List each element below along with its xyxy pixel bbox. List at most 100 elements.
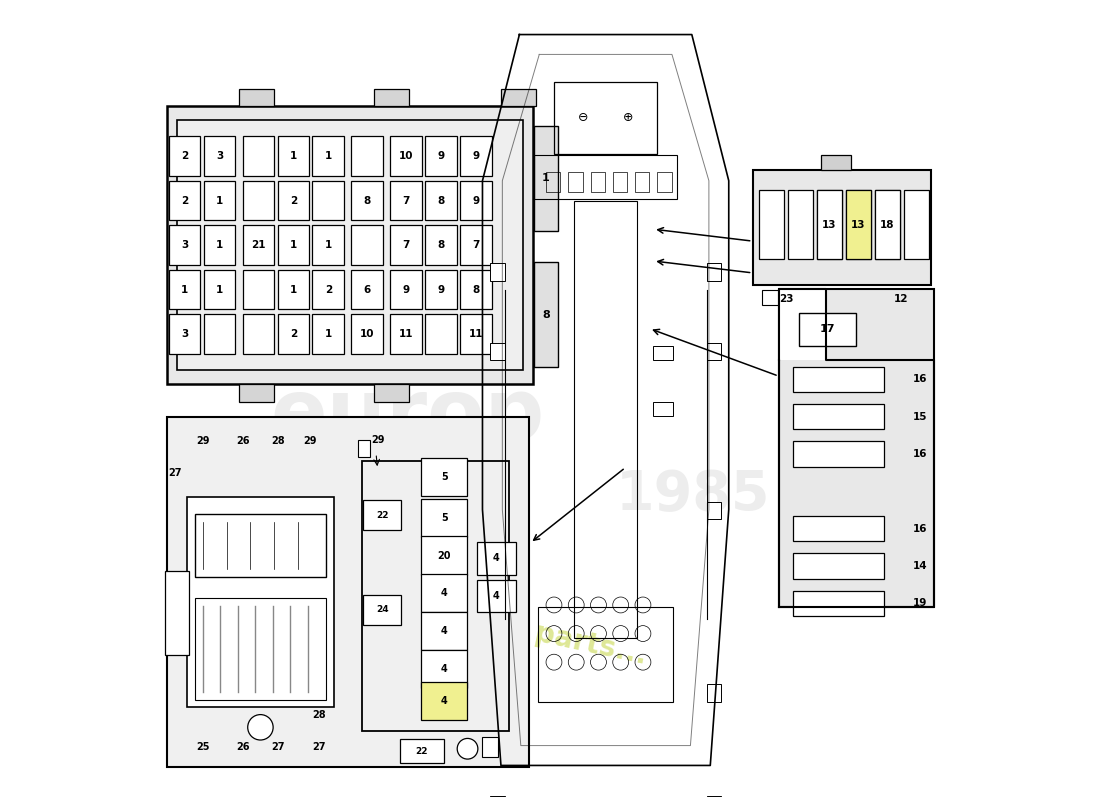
Text: 8: 8 <box>364 195 371 206</box>
Bar <box>635 172 649 192</box>
Bar <box>491 263 505 281</box>
Text: 1: 1 <box>324 151 332 161</box>
Text: 4: 4 <box>441 626 448 636</box>
Bar <box>706 342 721 360</box>
Bar <box>312 226 344 265</box>
Bar <box>706 685 721 702</box>
Text: 28: 28 <box>312 710 326 720</box>
Bar <box>243 136 274 176</box>
Text: 3: 3 <box>216 151 223 161</box>
Text: 10: 10 <box>360 329 374 339</box>
Bar <box>390 136 422 176</box>
Bar <box>779 289 826 360</box>
Bar <box>204 226 235 265</box>
Bar <box>426 136 458 176</box>
Bar <box>658 172 671 192</box>
Bar <box>362 461 508 731</box>
Text: 1: 1 <box>289 151 297 161</box>
Bar <box>168 181 200 221</box>
Text: 7: 7 <box>403 195 410 206</box>
Bar <box>277 270 309 310</box>
Bar <box>706 263 721 281</box>
Bar <box>846 190 871 259</box>
Text: 20: 20 <box>438 550 451 561</box>
Bar <box>177 120 522 370</box>
Text: 1: 1 <box>180 285 188 294</box>
Bar <box>312 136 344 176</box>
Text: 1: 1 <box>216 285 223 294</box>
Text: 1: 1 <box>289 285 297 294</box>
Text: 2: 2 <box>289 195 297 206</box>
Bar <box>846 190 871 259</box>
Bar <box>204 314 235 354</box>
Text: 3: 3 <box>180 240 188 250</box>
Bar <box>168 314 200 354</box>
Text: 1: 1 <box>324 329 332 339</box>
Text: 1: 1 <box>324 240 332 250</box>
Bar <box>426 181 458 221</box>
Bar <box>243 181 274 221</box>
Bar <box>535 126 558 231</box>
Text: 8: 8 <box>438 240 444 250</box>
Text: 5: 5 <box>441 472 448 482</box>
Bar <box>538 606 673 702</box>
Text: 4: 4 <box>441 697 448 706</box>
Bar <box>460 226 492 265</box>
Text: 3: 3 <box>180 329 188 339</box>
Bar <box>277 226 309 265</box>
Text: 4: 4 <box>493 591 499 602</box>
Text: 27: 27 <box>168 468 182 478</box>
Bar <box>168 226 200 265</box>
Bar <box>574 202 637 638</box>
Text: 27: 27 <box>272 742 285 752</box>
Text: 12: 12 <box>894 294 909 304</box>
Bar <box>351 270 383 310</box>
Bar <box>762 290 808 305</box>
Bar <box>167 418 529 767</box>
Bar <box>421 650 468 688</box>
Bar <box>351 226 383 265</box>
Text: ⊖: ⊖ <box>579 111 588 125</box>
Bar <box>817 190 842 259</box>
Bar <box>500 89 537 106</box>
Bar <box>491 502 505 519</box>
Text: 1: 1 <box>289 240 297 250</box>
Bar <box>243 270 274 310</box>
Text: 1: 1 <box>216 240 223 250</box>
Bar <box>204 136 235 176</box>
Text: 7: 7 <box>403 240 410 250</box>
Bar <box>554 82 658 154</box>
Bar <box>426 270 458 310</box>
Bar <box>591 172 605 192</box>
Bar <box>390 181 422 221</box>
Bar <box>167 106 532 384</box>
Text: 8: 8 <box>473 285 480 294</box>
Bar <box>421 612 468 650</box>
Bar <box>421 537 468 574</box>
Text: 24: 24 <box>376 606 388 614</box>
Bar <box>277 136 309 176</box>
Text: 25: 25 <box>196 742 210 752</box>
Text: 19: 19 <box>913 598 927 608</box>
Text: 29: 29 <box>196 436 210 446</box>
Bar <box>168 270 200 310</box>
Bar <box>788 190 813 259</box>
Bar <box>793 404 884 430</box>
Bar <box>358 440 370 457</box>
Text: 5: 5 <box>441 513 448 522</box>
Bar <box>195 514 326 577</box>
Bar <box>706 796 721 800</box>
Bar <box>312 270 344 310</box>
Text: 6: 6 <box>364 285 371 294</box>
Bar <box>878 290 923 305</box>
Text: 28: 28 <box>272 436 285 446</box>
Text: 16: 16 <box>913 374 927 384</box>
Bar <box>204 270 235 310</box>
Text: 8: 8 <box>542 310 550 319</box>
Text: 13: 13 <box>851 220 866 230</box>
Bar <box>535 262 558 367</box>
Bar <box>168 136 200 176</box>
Text: 26: 26 <box>235 436 250 446</box>
Bar <box>491 796 505 800</box>
Bar <box>426 226 458 265</box>
